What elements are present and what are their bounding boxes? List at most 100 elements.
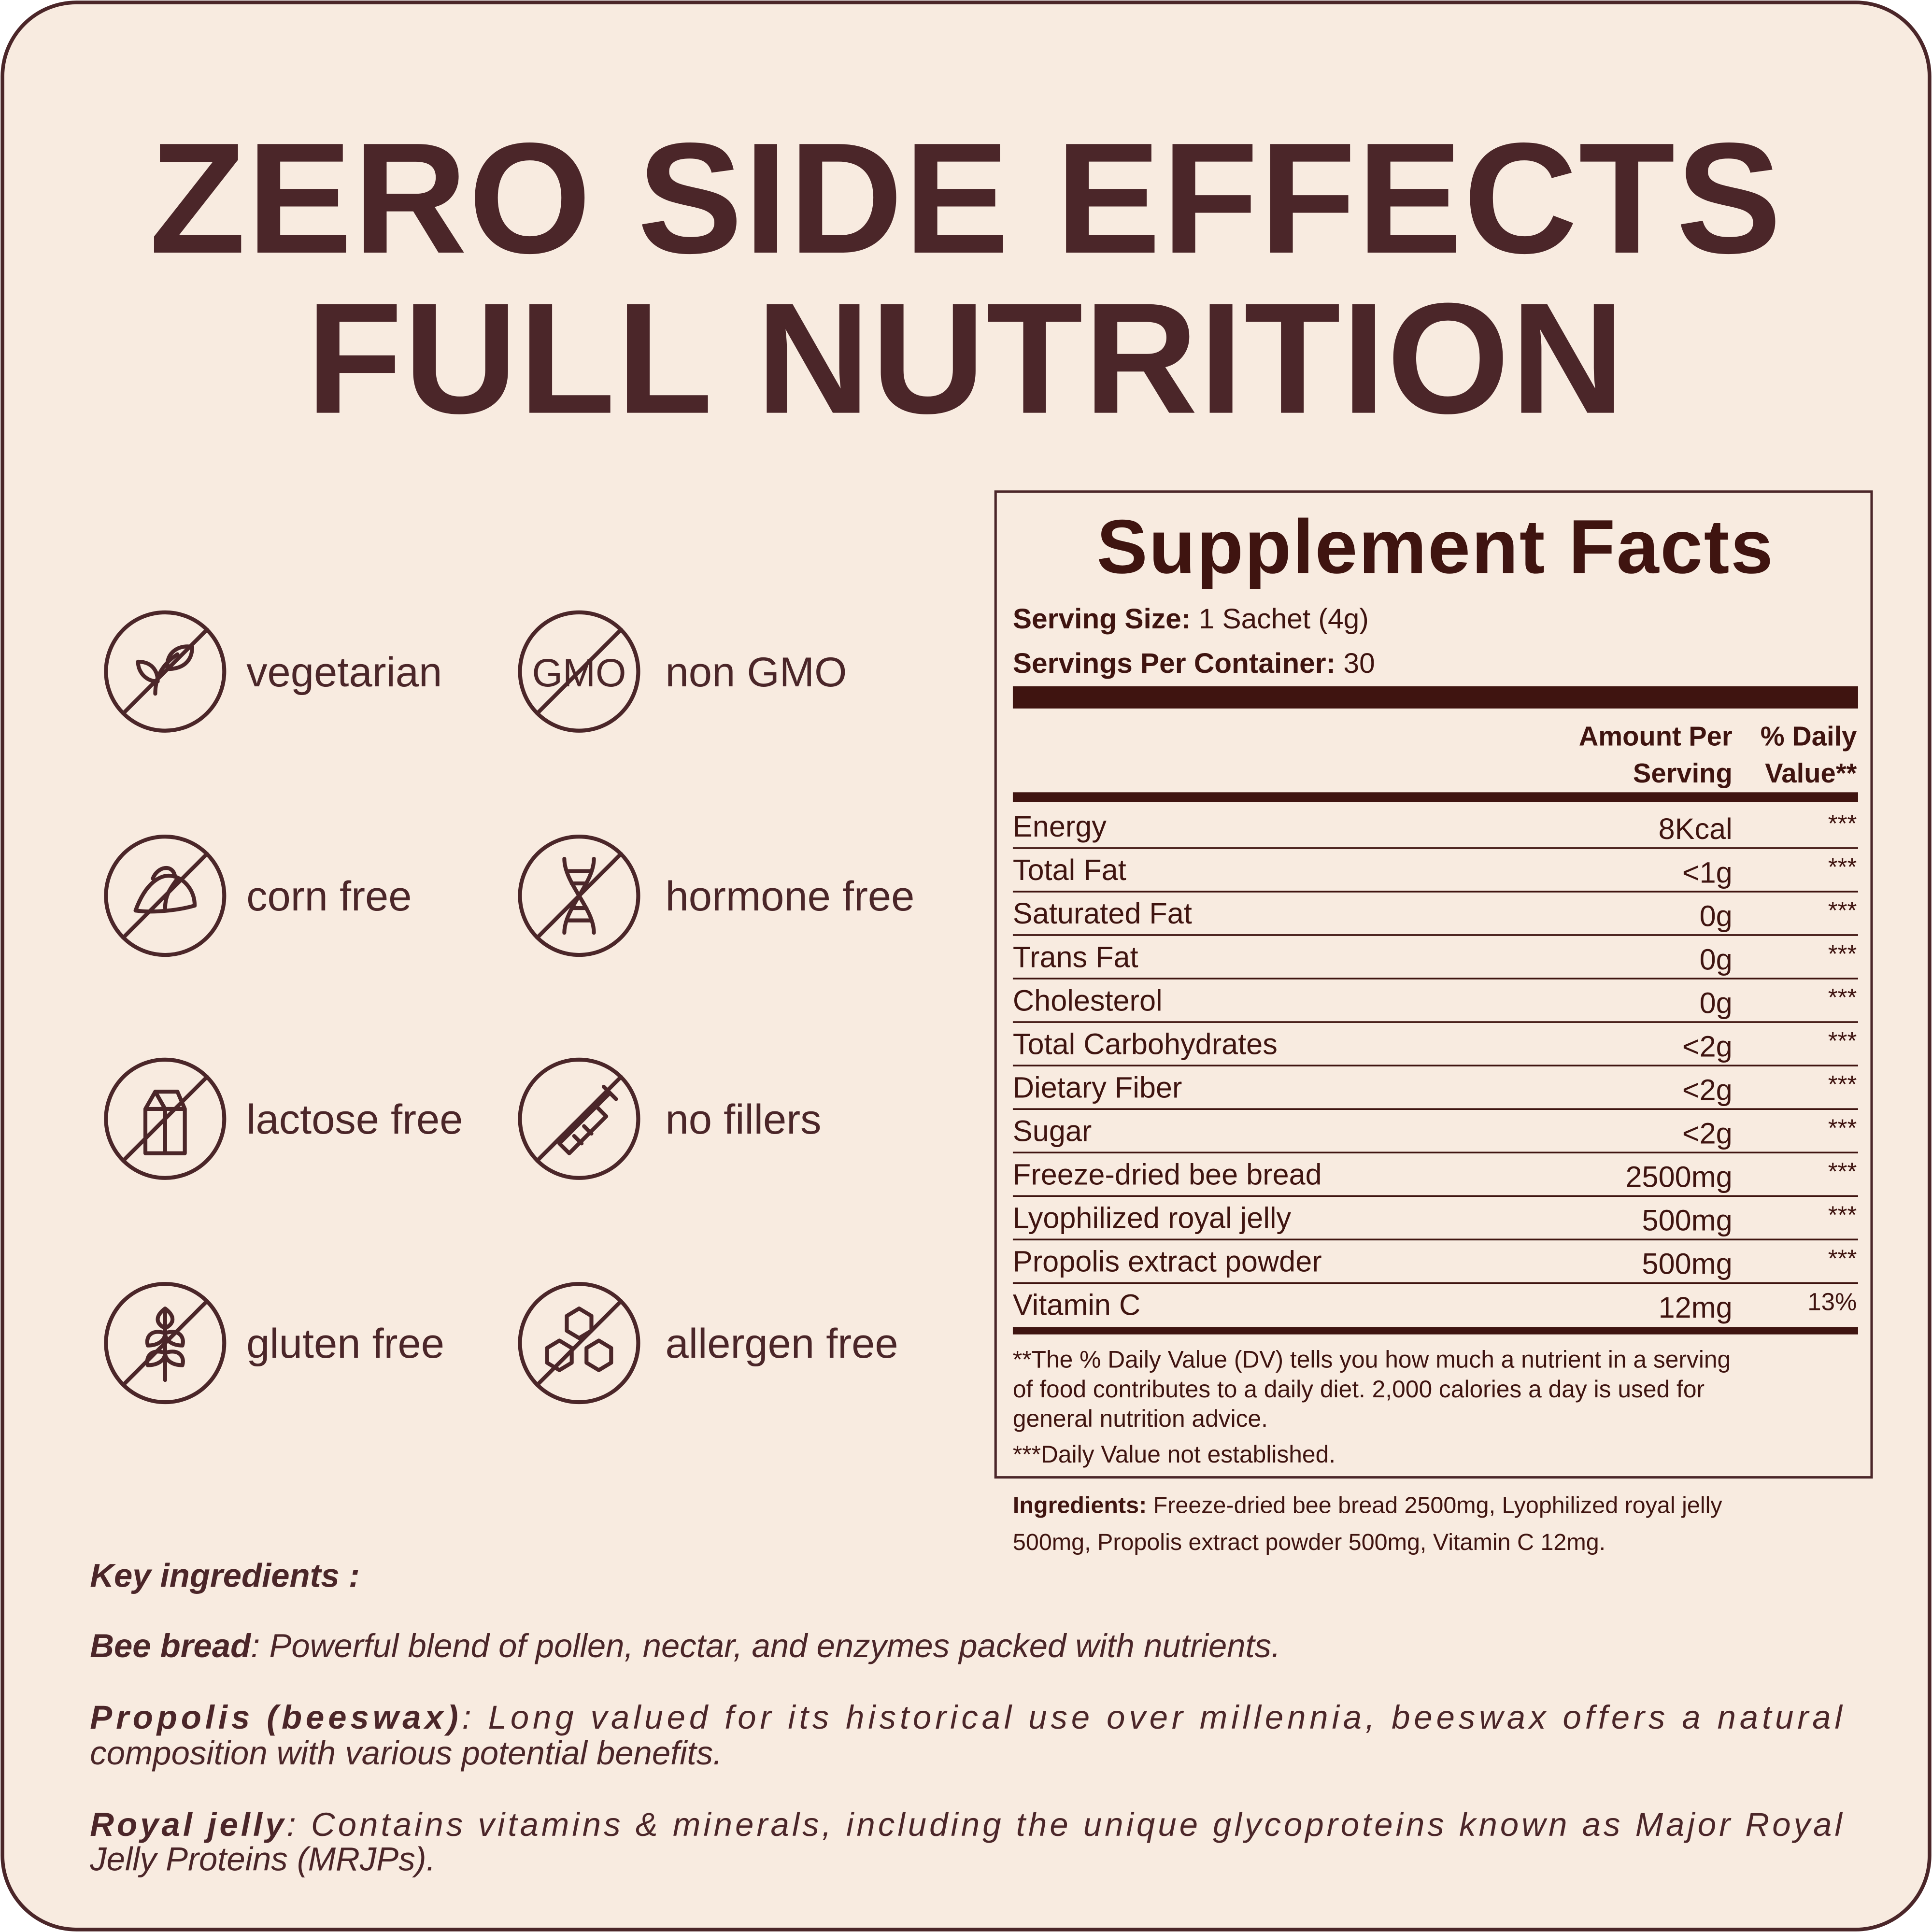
row-dv: *** <box>1828 810 1857 837</box>
key-heading: Key ingredients : <box>90 1557 360 1594</box>
row-name: Energy <box>1013 810 1107 843</box>
key-text: composition with various potential benef… <box>90 1734 722 1772</box>
row-dv: *** <box>1828 1027 1857 1054</box>
badge-label: no fillers <box>666 1096 822 1143</box>
badge-label: lactose free <box>246 1096 463 1143</box>
row-amount: <2g <box>1682 1030 1733 1063</box>
key-term: Propolis (beeswax) <box>90 1699 458 1736</box>
key-line: Royal jelly: Contains vitamins & mineral… <box>90 1806 1843 1843</box>
badge-icon <box>104 835 227 957</box>
ingredients-text: 500mg, Propolis extract powder 500mg, Vi… <box>1013 1529 1605 1555</box>
icon-ring <box>104 1057 227 1180</box>
badge-icon: GMO <box>518 610 640 733</box>
badge-label: non GMO <box>666 649 847 696</box>
row-amount: <2g <box>1682 1074 1733 1107</box>
key-line: composition with various potential benef… <box>90 1734 722 1772</box>
key-text: : Powerful blend of pollen, nectar, and … <box>251 1627 1280 1664</box>
row-name: Cholesterol <box>1013 984 1163 1017</box>
row-amount: 12mg <box>1659 1291 1733 1324</box>
row-dv: *** <box>1828 1201 1857 1228</box>
row-amount: 500mg <box>1642 1204 1733 1237</box>
dv-header: % Daily <box>1761 721 1857 751</box>
key-text: Jelly Proteins (MRJPs). <box>89 1840 435 1877</box>
gmo-icon-text: GMO <box>532 651 626 695</box>
icon-part <box>145 1307 185 1382</box>
key-text: : Long valued for its historical use ove… <box>462 1699 1843 1736</box>
row-name: Total Fat <box>1013 853 1126 886</box>
row-name: Total Carbohydrates <box>1013 1027 1278 1060</box>
row-dv: *** <box>1828 983 1857 1011</box>
footnote: ***Daily Value not established. <box>1013 1441 1335 1468</box>
key-line: Bee bread: Powerful blend of pollen, nec… <box>90 1627 1280 1664</box>
key-term: Bee bread <box>90 1627 252 1664</box>
badge-label: gluten free <box>246 1320 444 1367</box>
row-amount: 2500mg <box>1626 1161 1733 1193</box>
badge-label: allergen free <box>666 1320 898 1367</box>
footnote: of food contributes to a daily diet. 2,0… <box>1013 1376 1705 1403</box>
row-name: Lyophilized royal jelly <box>1013 1202 1292 1235</box>
row-dv: *** <box>1828 1244 1857 1272</box>
badge-icon <box>518 1282 640 1405</box>
footnote: **The % Daily Value (DV) tells you how m… <box>1013 1346 1731 1373</box>
headline: ZERO SIDE EFFECTS <box>149 110 1783 286</box>
row-amount: <2g <box>1682 1117 1733 1150</box>
icon-slash <box>535 1299 623 1387</box>
facts-value: 1 Sachet (4g) <box>1191 603 1368 635</box>
badge-icon <box>518 1057 640 1180</box>
row-amount: 500mg <box>1642 1248 1733 1280</box>
key-line: Jelly Proteins (MRJPs). <box>89 1840 435 1877</box>
row-name: Dietary Fiber <box>1013 1071 1182 1104</box>
thick-rule <box>1012 1327 1858 1335</box>
icon-ring <box>104 1282 227 1405</box>
facts-line: Servings Per Container: 30 <box>1013 648 1375 679</box>
badge-icon <box>518 835 640 957</box>
row-name: Trans Fat <box>1013 940 1138 973</box>
row-dv: 13% <box>1807 1288 1857 1315</box>
thick-rule <box>1012 686 1858 709</box>
row-dv: *** <box>1828 1114 1857 1141</box>
icon-part <box>136 644 195 696</box>
row-dv: *** <box>1828 896 1857 924</box>
badge-icon <box>104 610 227 733</box>
key-term: Royal jelly <box>90 1806 285 1843</box>
ingredients-text: Freeze-dried bee bread 2500mg, Lyophiliz… <box>1147 1492 1722 1519</box>
key-text: : Contains vitamins & minerals, includin… <box>287 1806 1843 1843</box>
footnote: general nutrition advice. <box>1013 1405 1268 1432</box>
row-name: Vitamin C <box>1013 1289 1140 1321</box>
dv-header: Value** <box>1765 758 1857 788</box>
facts-label: Servings Per Container: <box>1013 648 1335 679</box>
ingredients-line: Ingredients: Freeze-dried bee bread 2500… <box>1013 1492 1722 1519</box>
icon-ring <box>518 835 640 957</box>
row-amount: 0g <box>1700 943 1733 976</box>
row-amount: <1g <box>1682 856 1733 889</box>
headline: FULL NUTRITION <box>306 270 1626 447</box>
icon-part <box>545 1307 613 1372</box>
badge-label: vegetarian <box>246 649 442 696</box>
row-name: Freeze-dried bee bread <box>1013 1158 1322 1191</box>
row-name: Propolis extract powder <box>1013 1245 1322 1278</box>
icon-slash <box>535 627 623 716</box>
row-name: Sugar <box>1013 1115 1092 1148</box>
row-name: Saturated Fat <box>1013 897 1192 930</box>
row-dv: *** <box>1828 1070 1857 1098</box>
facts-value: 30 <box>1335 648 1375 679</box>
icon-part <box>547 1084 618 1155</box>
badge-icon <box>104 1282 227 1405</box>
badge-label: corn free <box>246 873 412 920</box>
icon-ring <box>518 1282 640 1405</box>
icon-ring <box>104 610 227 733</box>
facts-border <box>994 490 1873 1479</box>
badge-label: hormone free <box>666 873 915 920</box>
icon-ring <box>518 610 640 733</box>
icon-part <box>133 866 197 914</box>
row-dv: *** <box>1828 1157 1857 1185</box>
facts-label: Serving Size: <box>1013 603 1191 635</box>
key-line: Propolis (beeswax): Long valued for its … <box>90 1699 1843 1736</box>
icon-ring <box>518 1057 640 1180</box>
ingredients-label: Ingredients: <box>1013 1492 1147 1519</box>
amount-header: Serving <box>1633 758 1733 788</box>
facts-line: Serving Size: 1 Sachet (4g) <box>1013 603 1369 635</box>
